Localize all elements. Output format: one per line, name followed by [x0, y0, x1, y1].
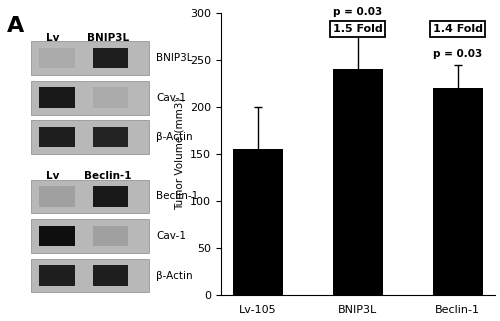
- FancyBboxPatch shape: [31, 120, 150, 154]
- FancyBboxPatch shape: [92, 127, 128, 147]
- FancyBboxPatch shape: [31, 179, 150, 213]
- Text: 1.4 Fold: 1.4 Fold: [432, 24, 482, 34]
- FancyBboxPatch shape: [39, 186, 74, 207]
- Text: BNIP3L: BNIP3L: [156, 53, 192, 63]
- Bar: [233, 149, 283, 295]
- Text: A: A: [7, 16, 24, 36]
- FancyBboxPatch shape: [92, 186, 128, 207]
- Text: p = 0.03: p = 0.03: [433, 49, 482, 59]
- Text: Lv: Lv: [46, 33, 59, 43]
- FancyBboxPatch shape: [92, 265, 128, 286]
- Text: Lv: Lv: [46, 171, 59, 181]
- FancyBboxPatch shape: [39, 87, 74, 108]
- Text: Beclin-1: Beclin-1: [156, 191, 198, 202]
- FancyBboxPatch shape: [31, 81, 150, 115]
- FancyBboxPatch shape: [92, 87, 128, 108]
- FancyBboxPatch shape: [92, 48, 128, 68]
- Text: Cav-1: Cav-1: [156, 92, 186, 103]
- Text: Cav-1: Cav-1: [156, 231, 186, 241]
- FancyBboxPatch shape: [39, 265, 74, 286]
- Bar: [432, 88, 482, 295]
- Text: 1.5 Fold: 1.5 Fold: [333, 24, 382, 34]
- Text: p = 0.03: p = 0.03: [333, 7, 382, 17]
- Text: BNIP3L: BNIP3L: [87, 33, 129, 43]
- Bar: [333, 69, 382, 295]
- FancyBboxPatch shape: [39, 48, 74, 68]
- FancyBboxPatch shape: [39, 226, 74, 246]
- FancyBboxPatch shape: [39, 127, 74, 147]
- FancyBboxPatch shape: [92, 226, 128, 246]
- Text: Beclin-1: Beclin-1: [84, 171, 132, 181]
- FancyBboxPatch shape: [31, 219, 150, 253]
- Text: β-Actin: β-Actin: [156, 132, 192, 142]
- Text: β-Actin: β-Actin: [156, 271, 192, 281]
- FancyBboxPatch shape: [31, 259, 150, 292]
- FancyBboxPatch shape: [31, 41, 150, 75]
- Y-axis label: Tumor Volume (mm3): Tumor Volume (mm3): [174, 98, 184, 210]
